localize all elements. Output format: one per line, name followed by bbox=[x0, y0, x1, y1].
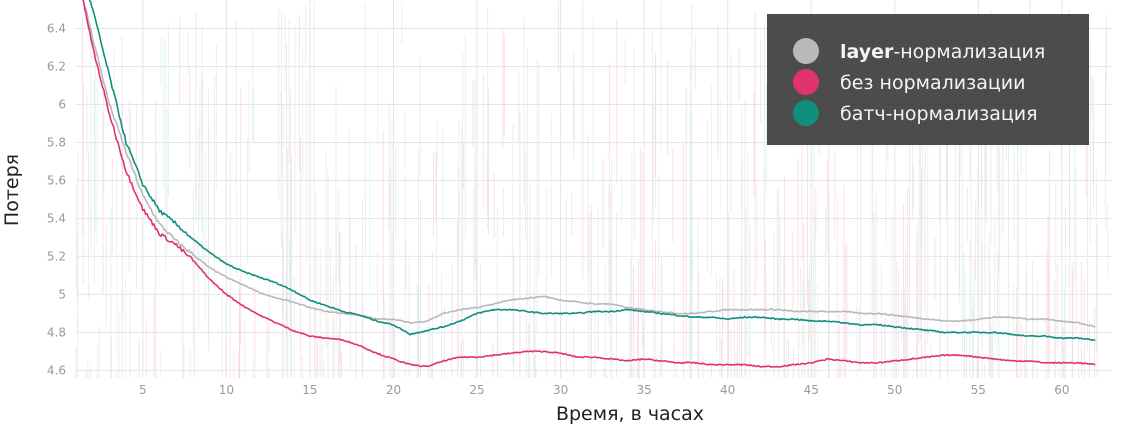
legend-marker-no-norm bbox=[793, 69, 819, 95]
y-tick-label: 6 bbox=[58, 97, 66, 111]
x-tick-label: 15 bbox=[302, 383, 317, 397]
y-tick-label: 4.8 bbox=[47, 325, 66, 339]
legend-label-layer-rest: -нормализация bbox=[893, 41, 1045, 63]
x-tick-label: 40 bbox=[720, 383, 735, 397]
y-tick-label: 4.6 bbox=[47, 363, 66, 377]
legend-label-batch: батч-нормализация bbox=[840, 103, 1038, 125]
x-tick-label: 5 bbox=[139, 383, 147, 397]
x-tick-label: 50 bbox=[887, 383, 902, 397]
legend-marker-layer bbox=[793, 38, 819, 64]
y-tick-labels: 4.6 4.8 5 5.2 5.4 5.6 5.8 6 6.2 6.4 bbox=[47, 21, 66, 377]
x-tick-label: 30 bbox=[553, 383, 568, 397]
series-line-0 bbox=[82, 0, 1096, 328]
x-tick-label: 20 bbox=[386, 383, 401, 397]
y-tick-label: 5.4 bbox=[47, 211, 66, 225]
x-tick-labels: 5 10 15 20 25 30 35 40 45 50 55 60 bbox=[139, 383, 1069, 397]
y-tick-label: 6.2 bbox=[47, 59, 66, 73]
y-tick-label: 5 bbox=[58, 287, 66, 301]
legend-marker-batch bbox=[793, 100, 819, 126]
x-tick-label: 25 bbox=[469, 383, 484, 397]
series-lines bbox=[82, 0, 1096, 368]
x-tick-label: 10 bbox=[219, 383, 234, 397]
x-tick-label: 45 bbox=[804, 383, 819, 397]
x-tick-label: 60 bbox=[1054, 383, 1069, 397]
x-axis-title: Время, в часах bbox=[556, 403, 704, 425]
legend: layer-нормализация без нормализации батч… bbox=[767, 14, 1089, 145]
x-tick-label: 55 bbox=[971, 383, 986, 397]
y-axis-title: Потеря bbox=[1, 154, 23, 226]
x-tick-label: 35 bbox=[636, 383, 651, 397]
y-tick-label: 6.4 bbox=[47, 21, 66, 35]
y-tick-label: 5.2 bbox=[47, 249, 66, 263]
legend-box bbox=[767, 14, 1089, 145]
y-tick-label: 5.8 bbox=[47, 135, 66, 149]
series-line-1 bbox=[82, 0, 1096, 368]
legend-label-layer-bold: layer bbox=[840, 41, 894, 63]
legend-label-layer: layer-нормализация bbox=[840, 41, 1045, 63]
y-tick-label: 5.6 bbox=[47, 173, 66, 187]
series-line-2 bbox=[88, 0, 1096, 341]
legend-label-no-norm: без нормализации bbox=[840, 72, 1026, 94]
